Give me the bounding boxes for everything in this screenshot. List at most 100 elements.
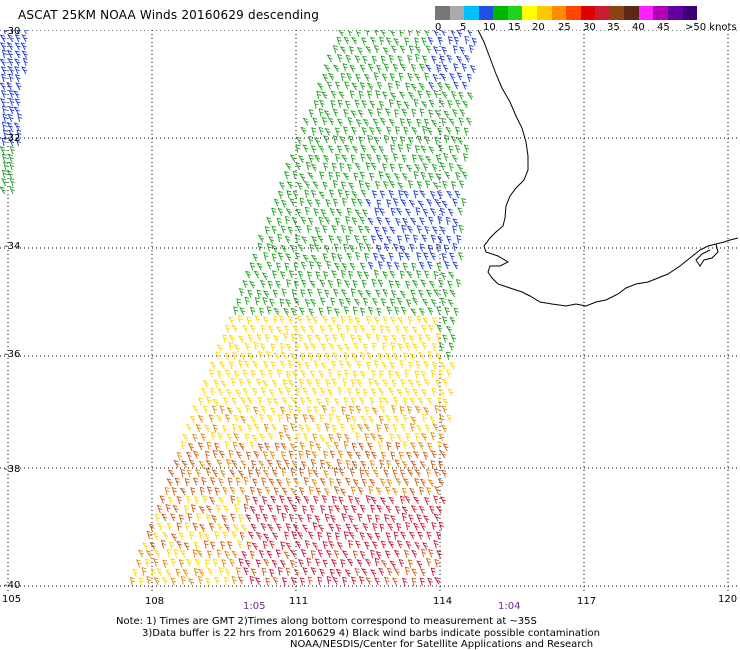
wind-barb (13, 106, 20, 115)
wind-barb (374, 180, 381, 190)
wind-barb (384, 217, 391, 226)
wind-barb (359, 325, 366, 333)
wind-barb (388, 180, 396, 189)
wind-barb (294, 495, 301, 504)
wind-barb (244, 296, 250, 306)
wind-barb (187, 512, 193, 522)
wind-barb (365, 333, 372, 342)
wind-barb (285, 162, 292, 171)
wind-barb (453, 81, 460, 90)
wind-barb (377, 434, 384, 443)
wind-barb (273, 352, 280, 360)
wind-barb (411, 549, 418, 558)
wind-barb (373, 359, 380, 369)
wind-barb (249, 441, 255, 450)
wind-barb (388, 99, 394, 108)
wind-barb (432, 181, 439, 190)
wind-barb (418, 63, 425, 72)
wind-barb (461, 197, 467, 207)
wind-barb (290, 307, 297, 316)
wind-barb (235, 567, 241, 576)
wind-barb (192, 433, 198, 442)
wind-barb (335, 208, 343, 217)
wind-barb (381, 342, 387, 351)
wind-barb (351, 82, 358, 91)
wind-barb (441, 180, 448, 189)
wind-barb (379, 325, 385, 334)
wind-barb (329, 477, 334, 487)
wind-barb (391, 487, 398, 496)
wind-barb (412, 522, 419, 531)
wind-barb (408, 199, 415, 208)
wind-barb (355, 405, 362, 414)
wind-barb (382, 154, 389, 163)
wind-barb (455, 55, 463, 64)
wind-barb (289, 154, 297, 163)
wind-barb (277, 414, 283, 423)
wind-barb (273, 487, 279, 496)
wind-barb (362, 388, 368, 398)
wind-barb (412, 343, 419, 352)
wind-barb (384, 550, 391, 559)
wind-barb (306, 199, 313, 207)
wind-barb (418, 486, 425, 496)
wind-barb (331, 360, 337, 370)
wind-barb (346, 207, 352, 217)
wind-barb (416, 560, 423, 569)
wind-barb (259, 413, 265, 423)
wind-barb (350, 378, 357, 388)
wind-barb (293, 262, 299, 271)
wind-barb (427, 350, 434, 360)
wind-barb (13, 90, 20, 99)
wind-barb (238, 287, 245, 297)
wind-barb (16, 30, 21, 35)
wind-barb (356, 379, 363, 388)
wind-barb (266, 523, 274, 532)
wind-barb (381, 226, 388, 235)
legend-swatch (682, 6, 698, 20)
wind-barb (0, 58, 6, 67)
wind-barb (317, 549, 324, 558)
wind-barb (308, 325, 315, 334)
wind-barb (422, 317, 429, 326)
wind-barb (250, 523, 257, 532)
wind-barb (307, 576, 313, 585)
wind-barb (398, 72, 404, 81)
wind-barb (3, 30, 8, 35)
wind-barb (447, 36, 453, 45)
wind-barb (445, 369, 452, 378)
wind-barb (397, 316, 404, 325)
wind-barb (378, 397, 384, 406)
wind-barb (350, 154, 356, 163)
wind-barb (467, 30, 473, 37)
wind-barb (383, 469, 390, 478)
wind-barb (368, 415, 375, 424)
wind-barb (404, 234, 410, 243)
wind-barb (205, 505, 212, 514)
wind-barb (313, 137, 320, 146)
wind-barb (347, 387, 353, 397)
wind-barb (340, 289, 347, 298)
wind-barb (304, 298, 311, 307)
wind-barb (433, 495, 439, 504)
wind-barb (291, 289, 297, 298)
wind-barb (352, 550, 358, 559)
wind-barb (209, 477, 216, 486)
wind-barb (224, 576, 229, 586)
map-title: ASCAT 25KM NOAA Winds 20160629 descendin… (18, 8, 320, 22)
wind-barb (391, 577, 398, 586)
wind-barb (439, 207, 446, 217)
wind-barb (393, 567, 400, 576)
wind-barb (223, 523, 231, 532)
wind-barb (416, 514, 422, 523)
wind-barb (347, 315, 354, 325)
wind-barb (351, 217, 358, 226)
wind-barb (324, 352, 331, 361)
wind-barb (322, 135, 329, 144)
wind-barb (442, 334, 448, 343)
wind-barb (216, 549, 222, 558)
wind-barb (442, 443, 449, 452)
wind-barb (378, 100, 385, 110)
wind-barb (395, 80, 401, 90)
wind-barb (419, 478, 426, 487)
